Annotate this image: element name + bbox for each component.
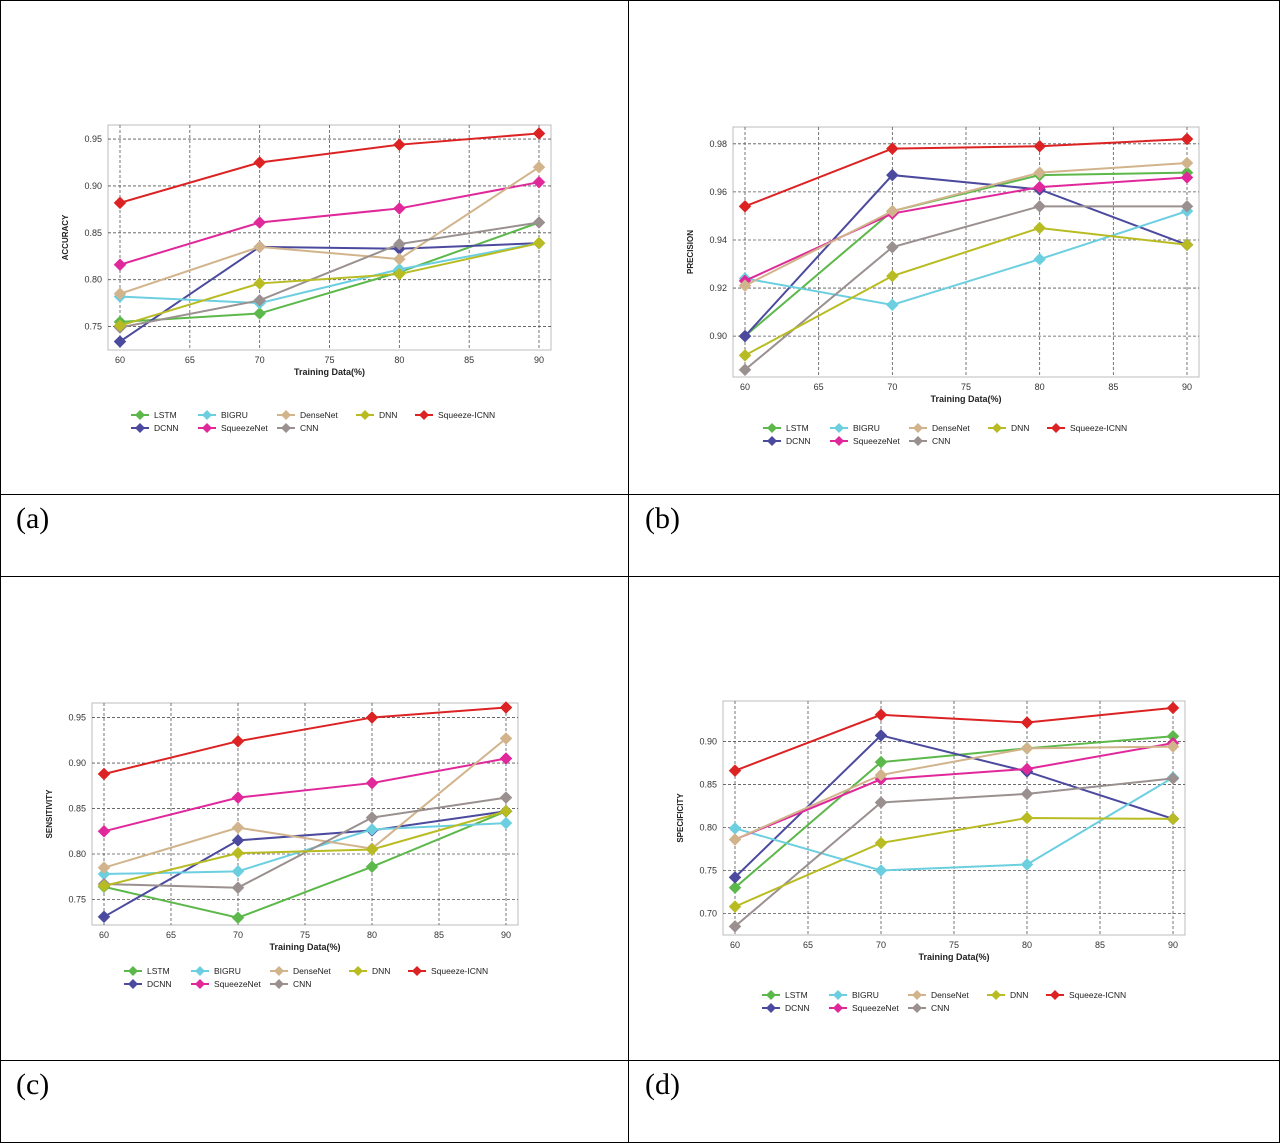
caption-a: (a)	[16, 502, 50, 535]
caption-b: (b)	[645, 502, 680, 535]
caption-c: (c)	[16, 1068, 50, 1101]
cell-chart-a	[0, 0, 629, 495]
cell-caption-c	[0, 1060, 629, 1143]
cell-caption-b	[628, 494, 1280, 577]
cell-chart-c	[0, 576, 629, 1061]
cell-caption-d	[628, 1060, 1280, 1143]
cell-caption-a	[0, 494, 629, 577]
cell-chart-b	[628, 0, 1280, 495]
cell-chart-d	[628, 576, 1280, 1061]
caption-d: (d)	[645, 1068, 680, 1101]
